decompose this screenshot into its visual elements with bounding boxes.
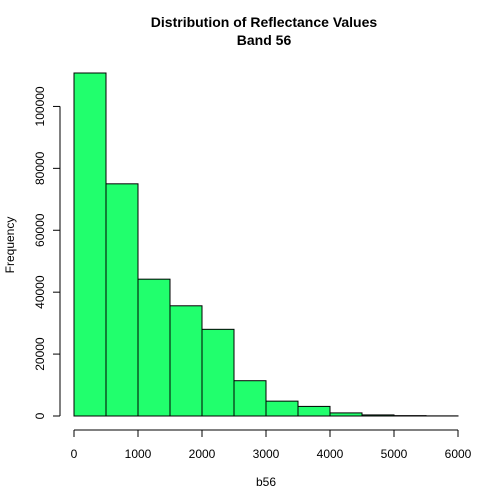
y-axis-label: Frequency [3,217,17,274]
x-tick-label: 2000 [189,447,216,461]
x-axis: 0 1000 2000 3000 4000 5000 6000 [71,429,472,461]
histogram-bar [361,414,395,417]
histogram-bar [201,328,235,417]
y-tick-label: 60000 [33,213,47,247]
chart-subtitle: Band 56 [237,32,292,48]
y-tick-label: 40000 [33,275,47,309]
x-tick-label: 3000 [253,447,280,461]
y-tick-label: 0 [33,412,47,419]
histogram-bar [265,400,299,417]
x-tick-label: 0 [71,447,78,461]
histogram-bar [297,405,331,417]
histogram-bar [105,183,139,417]
histogram-bar [169,305,203,417]
x-tick-label: 4000 [317,447,344,461]
histogram-bar [329,412,363,417]
x-tick-label: 5000 [381,447,408,461]
histogram-bar [137,278,171,417]
y-tick-label: 80000 [33,151,47,185]
x-tick-label: 6000 [445,447,472,461]
x-axis-label: b56 [256,475,276,489]
histogram-bar [233,380,267,417]
y-axis: 0 20000 40000 60000 80000 100000 [33,86,61,419]
x-tick-label: 1000 [125,447,152,461]
chart-title: Distribution of Reflectance Values [151,14,378,30]
bars-group [73,72,459,417]
y-tick-label: 100000 [33,86,47,126]
y-tick-label: 20000 [33,337,47,371]
histogram-bar [73,72,107,417]
